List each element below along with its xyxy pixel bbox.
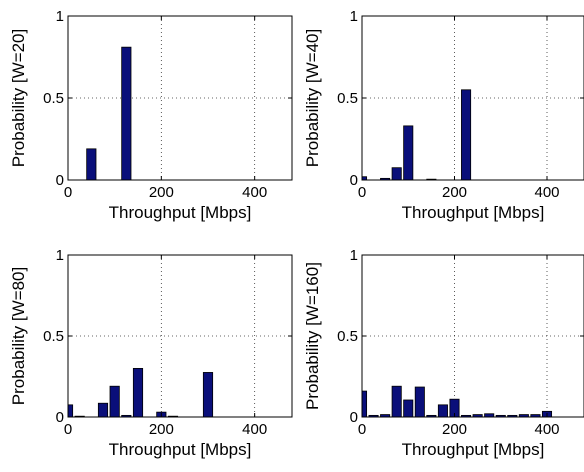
y-tick-label: 1 — [56, 8, 64, 25]
x-tick-label: 400 — [534, 184, 559, 201]
bar — [403, 125, 414, 181]
x-tick-label: 200 — [149, 421, 174, 438]
y-tick-label: 0 — [56, 172, 64, 189]
y-axis-label: Probability [W=160] — [303, 262, 322, 410]
chart-panel-4: 0 200 400 0 0.5 1 Throughput [Mbps] Probability… — [303, 247, 584, 459]
y-tick-label: 1 — [350, 247, 358, 264]
x-axis-label: Throughput [Mbps] — [402, 440, 545, 459]
y-tick-label: 0.5 — [337, 90, 358, 107]
x-tick-label: 0 — [358, 421, 366, 438]
x-tick-label: 400 — [242, 421, 267, 438]
bar — [132, 367, 144, 418]
y-tick-label: 0.5 — [43, 90, 64, 107]
bar — [67, 404, 74, 418]
bar — [361, 390, 368, 418]
y-tick-label: 1 — [56, 247, 64, 264]
bar — [97, 402, 109, 418]
x-axis-label: Throughput [Mbps] — [109, 203, 252, 222]
bar — [86, 148, 97, 181]
y-tick-label: 0.5 — [43, 328, 64, 345]
x-axis-label: Throughput [Mbps] — [402, 203, 545, 222]
y-tick-label: 0 — [350, 409, 358, 426]
chart-panel-1: 0 200 400 0 0.5 1 Throughput [Mbps] Probability… — [9, 8, 293, 222]
y-axis-label: Probability [W=20] — [9, 29, 28, 167]
x-axis-label: Throughput [Mbps] — [109, 440, 252, 459]
x-tick-label: 400 — [534, 421, 559, 438]
x-tick-label: 200 — [442, 184, 467, 201]
x-tick-label: 200 — [442, 421, 467, 438]
chart-panel-2: 0 200 400 0 0.5 1 Throughput [Mbps] Probability… — [303, 8, 584, 222]
y-tick-label: 0 — [56, 409, 64, 426]
x-tick-label: 0 — [64, 421, 72, 438]
x-tick-label: 0 — [64, 184, 72, 201]
x-tick-label: 0 — [358, 184, 366, 201]
bar — [391, 385, 402, 418]
bar — [403, 399, 414, 418]
bar — [414, 386, 425, 418]
y-tick-label: 1 — [350, 8, 358, 25]
bar — [121, 46, 132, 181]
y-tick-label: 0.5 — [337, 328, 358, 345]
bar — [461, 89, 472, 181]
y-tick-label: 0 — [350, 172, 358, 189]
y-axis-label: Probability [W=40] — [303, 29, 322, 167]
bar — [437, 404, 448, 418]
x-tick-label: 200 — [149, 184, 174, 201]
chart-panel-3: 0 200 400 0 0.5 1 Throughput [Mbps] Probability… — [9, 247, 293, 459]
bar — [202, 372, 214, 418]
bar — [109, 385, 120, 418]
bar — [391, 167, 402, 181]
x-tick-label: 400 — [242, 184, 267, 201]
y-axis-label: Probability [W=80] — [9, 267, 28, 405]
